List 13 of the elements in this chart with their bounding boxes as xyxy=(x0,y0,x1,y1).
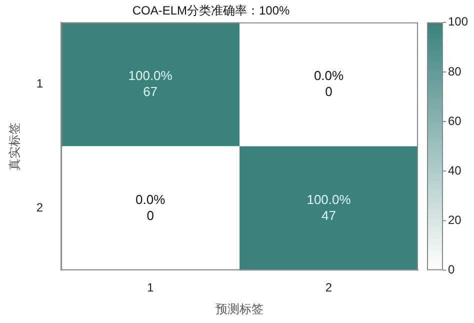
data-label: 0.0% 0 xyxy=(314,68,344,99)
chart-title: COA-ELM分类准确率：100% xyxy=(132,4,290,18)
y-axis-title: 真实标签 xyxy=(8,122,22,170)
data-label: 100.0% 47 xyxy=(306,192,352,223)
color-bar-label: 20 xyxy=(448,212,462,227)
data-label: 100.0% 67 xyxy=(128,68,173,99)
color-bar-label: 100 xyxy=(448,14,468,29)
color-bar-label: 80 xyxy=(448,64,462,78)
data-label: 0.0% 0 xyxy=(135,192,166,223)
color-bar-label: 40 xyxy=(448,163,462,178)
x-axis-title: 预测标签 xyxy=(216,302,264,316)
color-bar-label: 0 xyxy=(448,262,455,277)
color-bar-label: 60 xyxy=(448,114,462,128)
